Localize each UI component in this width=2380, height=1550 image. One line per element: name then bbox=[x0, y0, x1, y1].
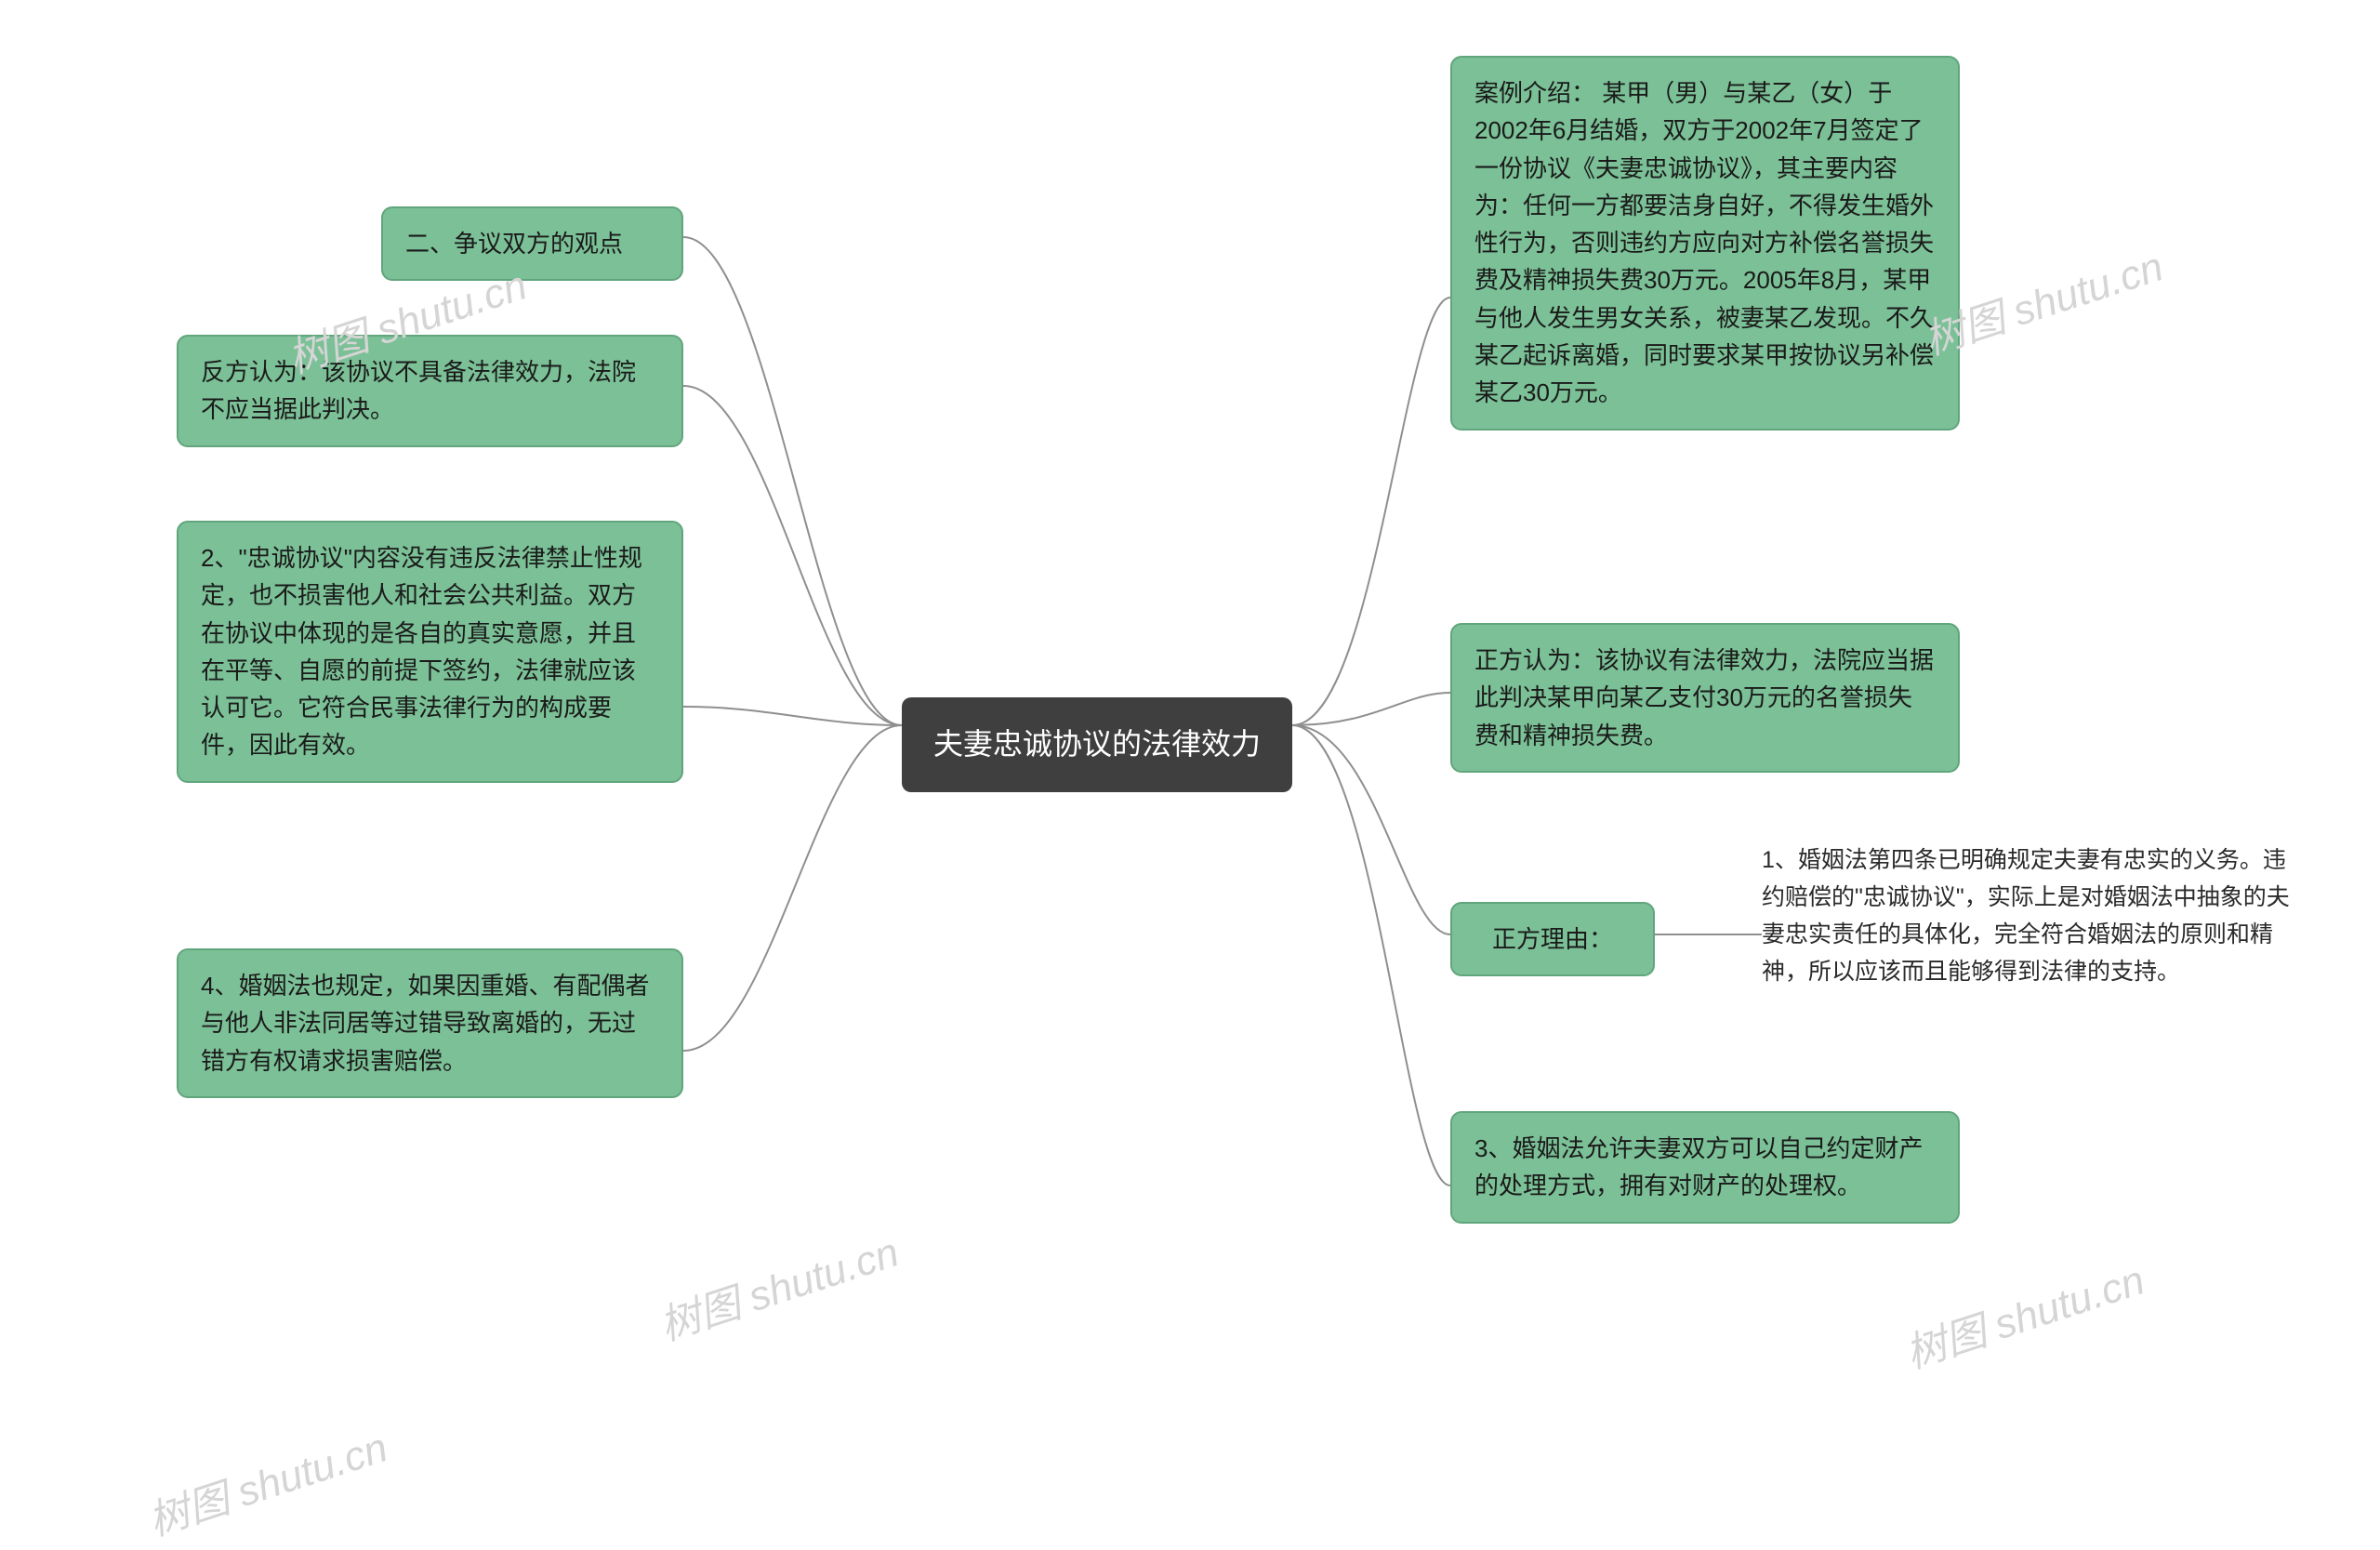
right-node-3-text: 正方理由： bbox=[1492, 925, 1613, 953]
right-node-2-text: 正方认为：该协议有法律效力，法院应当据此判决某甲向某乙支付30万元的名誉损失费和… bbox=[1474, 646, 1934, 749]
center-node[interactable]: 夫妻忠诚协议的法律效力 bbox=[902, 697, 1292, 792]
left-node-4[interactable]: 4、婚姻法也规定，如果因重婚、有配偶者与他人非法同居等过错导致离婚的，无过错方有… bbox=[177, 948, 683, 1098]
right-node-2[interactable]: 正方认为：该协议有法律效力，法院应当据此判决某甲向某乙支付30万元的名誉损失费和… bbox=[1450, 623, 1960, 773]
watermark: 树图 shutu.cn bbox=[139, 1414, 393, 1547]
right-node-1[interactable]: 案例介绍： 某甲（男）与某乙（女）于2002年6月结婚，双方于2002年7月签定… bbox=[1450, 56, 1960, 431]
left-node-1-text: 二、争议双方的观点 bbox=[405, 230, 623, 258]
right-node-3-detail-text: 1、婚姻法第四条已明确规定夫妻有忠实的义务。违约赔偿的"忠诚协议"，实际上是对婚… bbox=[1762, 847, 2290, 985]
watermark: 树图 shutu.cn bbox=[651, 1219, 905, 1352]
right-node-4[interactable]: 3、婚姻法允许夫妻双方可以自己约定财产的处理方式，拥有对财产的处理权。 bbox=[1450, 1111, 1960, 1224]
left-node-2-text: 反方认为：该协议不具备法律效力，法院不应当据此判决。 bbox=[201, 358, 636, 423]
left-node-3-text: 2、"忠诚协议"内容没有违反法律禁止性规定，也不损害他人和社会公共利益。双方在协… bbox=[201, 544, 642, 759]
center-label: 夫妻忠诚协议的法律效力 bbox=[933, 727, 1261, 761]
watermark: 树图 shutu.cn bbox=[1897, 1247, 2150, 1380]
left-node-3[interactable]: 2、"忠诚协议"内容没有违反法律禁止性规定，也不损害他人和社会公共利益。双方在协… bbox=[177, 521, 683, 783]
right-node-1-text: 案例介绍： 某甲（男）与某乙（女）于2002年6月结婚，双方于2002年7月签定… bbox=[1474, 79, 1934, 406]
right-node-3[interactable]: 正方理由： bbox=[1450, 902, 1655, 976]
left-node-1[interactable]: 二、争议双方的观点 bbox=[381, 206, 683, 281]
right-node-3-detail: 1、婚姻法第四条已明确规定夫妻有忠实的义务。违约赔偿的"忠诚协议"，实际上是对婚… bbox=[1762, 841, 2296, 990]
left-node-2[interactable]: 反方认为：该协议不具备法律效力，法院不应当据此判决。 bbox=[177, 335, 683, 447]
mindmap-canvas: 夫妻忠诚协议的法律效力 二、争议双方的观点 反方认为：该协议不具备法律效力，法院… bbox=[0, 0, 2380, 1550]
left-node-4-text: 4、婚姻法也规定，如果因重婚、有配偶者与他人非法同居等过错导致离婚的，无过错方有… bbox=[201, 972, 649, 1075]
right-node-4-text: 3、婚姻法允许夫妻双方可以自己约定财产的处理方式，拥有对财产的处理权。 bbox=[1474, 1134, 1923, 1199]
